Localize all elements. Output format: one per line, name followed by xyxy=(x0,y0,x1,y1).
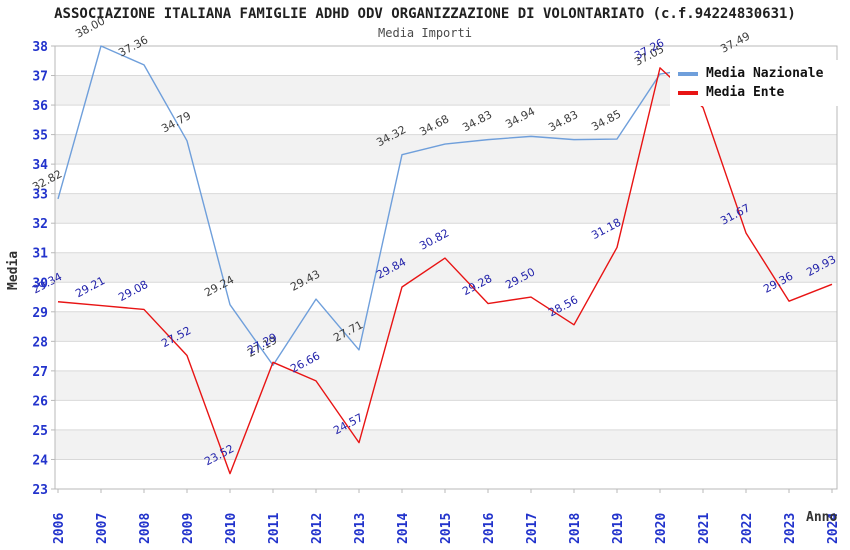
plot-band xyxy=(55,311,837,342)
x-tick-label: 2020 xyxy=(654,513,669,544)
y-tick-label: 36 xyxy=(32,99,48,114)
plot-band xyxy=(55,341,837,371)
data-label: 38.00 xyxy=(73,14,107,40)
y-tick-label: 34 xyxy=(32,158,48,173)
y-tick-label: 24 xyxy=(32,453,48,468)
x-axis-title: Anno xyxy=(806,510,838,525)
legend-swatch-blue-line-icon xyxy=(678,71,698,76)
y-tick-label: 25 xyxy=(32,424,48,439)
series-line-media-ente xyxy=(57,67,833,475)
x-tick-label: 2018 xyxy=(568,513,583,544)
plot-border xyxy=(54,45,838,490)
chart-title: ASSOCIAZIONE ITALIANA FAMIGLIE ADHD ODV … xyxy=(54,6,796,22)
x-tick-label: 2006 xyxy=(52,513,67,544)
x-tick-label: 2021 xyxy=(697,513,712,544)
y-tick-label: 23 xyxy=(32,483,48,498)
plot-band xyxy=(55,164,837,194)
x-tick-label: 2016 xyxy=(482,513,497,544)
y-tick-label: 32 xyxy=(32,217,48,232)
y-tick-label: 27 xyxy=(32,365,48,380)
y-tick-label: 33 xyxy=(32,188,48,203)
plot-band xyxy=(55,282,837,312)
x-tick-label: 2010 xyxy=(224,513,239,544)
plot-band xyxy=(55,370,837,401)
y-tick-label: 28 xyxy=(32,335,48,350)
x-tick-label: 2012 xyxy=(310,513,325,544)
plot-band xyxy=(55,252,837,283)
legend-item-media-nazionale: Media Nazionale xyxy=(678,64,835,83)
plot-band xyxy=(55,459,837,489)
series-line-media-nazionale xyxy=(57,45,747,366)
chart-subtitle: Media Importi xyxy=(378,26,472,40)
x-tick-label: 2014 xyxy=(396,513,411,544)
plot-band xyxy=(55,134,837,165)
legend-swatch-red-line-icon xyxy=(678,90,698,95)
plot-band xyxy=(55,193,837,224)
y-tick-label: 38 xyxy=(32,40,48,55)
x-tick-label: 2019 xyxy=(611,513,626,544)
x-tick-label: 2011 xyxy=(267,513,282,544)
plot-band xyxy=(55,429,837,460)
x-tick-label: 2017 xyxy=(525,513,540,544)
y-tick-label: 30 xyxy=(32,276,48,291)
plot-band xyxy=(55,223,837,253)
x-tick-label: 2024 xyxy=(826,513,841,544)
chart-legend: Media Nazionale Media Ente xyxy=(670,60,843,106)
plot-band xyxy=(55,400,837,430)
y-tick-label: 31 xyxy=(32,247,48,262)
y-axis-title: Media xyxy=(6,250,21,290)
x-tick-label: 2007 xyxy=(95,513,110,544)
x-tick-label: 2013 xyxy=(353,513,368,544)
x-tick-label: 2022 xyxy=(740,513,755,544)
x-tick-label: 2015 xyxy=(439,513,454,544)
legend-label: Media Ente xyxy=(706,85,785,100)
legend-label: Media Nazionale xyxy=(706,66,824,81)
y-tick-label: 29 xyxy=(32,306,48,321)
legend-item-media-ente: Media Ente xyxy=(678,83,835,102)
x-tick-label: 2023 xyxy=(783,513,798,544)
y-tick-label: 35 xyxy=(32,129,48,144)
y-tick-label: 26 xyxy=(32,394,48,409)
x-tick-label: 2008 xyxy=(138,513,153,544)
x-tick-label: 2009 xyxy=(181,513,196,544)
y-tick-label: 37 xyxy=(32,70,48,85)
